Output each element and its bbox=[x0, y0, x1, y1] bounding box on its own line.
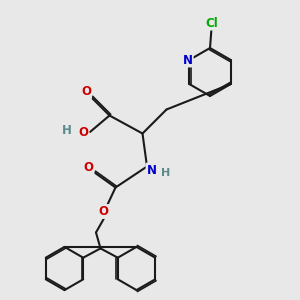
Text: H: H bbox=[62, 124, 71, 137]
Text: H: H bbox=[161, 168, 170, 178]
Text: O: O bbox=[83, 160, 94, 174]
Text: N: N bbox=[146, 164, 157, 177]
Text: N: N bbox=[183, 53, 193, 67]
Text: O: O bbox=[78, 125, 88, 139]
Text: O: O bbox=[98, 205, 109, 218]
Text: Cl: Cl bbox=[205, 16, 218, 30]
Text: O: O bbox=[81, 85, 91, 98]
